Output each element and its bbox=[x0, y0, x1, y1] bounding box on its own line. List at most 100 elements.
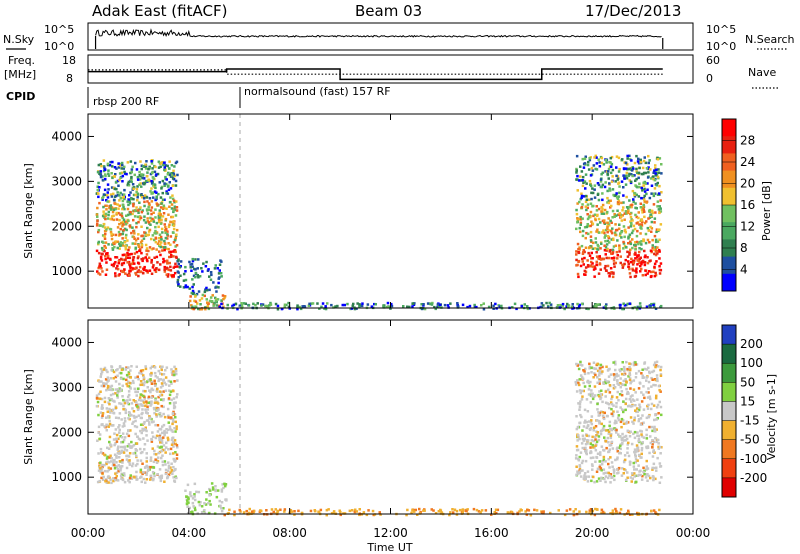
power-cell bbox=[634, 179, 637, 182]
velocity-cell bbox=[594, 444, 597, 447]
velocity-cell bbox=[617, 374, 620, 377]
power-cell bbox=[137, 220, 140, 224]
power-cell bbox=[439, 303, 442, 307]
velocity-cell bbox=[652, 462, 656, 466]
power-cell bbox=[644, 269, 647, 272]
power-cell bbox=[612, 306, 616, 309]
power-cell bbox=[97, 192, 100, 195]
power-cell bbox=[625, 212, 628, 215]
power-cell bbox=[413, 302, 416, 305]
power-cell bbox=[633, 195, 637, 198]
velocity-cell bbox=[120, 368, 124, 372]
power-cell bbox=[628, 240, 632, 243]
velocity-cell bbox=[618, 451, 621, 455]
velocity-cell bbox=[602, 428, 605, 432]
colorbar-tick: 12 bbox=[740, 220, 755, 234]
velocity-cell bbox=[658, 508, 661, 512]
velocity-cell bbox=[644, 476, 648, 479]
power-cell bbox=[575, 171, 578, 174]
velocity-cell bbox=[620, 417, 624, 421]
velocity-cell bbox=[655, 360, 659, 364]
velocity-cell bbox=[603, 436, 606, 439]
power-cell bbox=[121, 253, 125, 257]
velocity-cell bbox=[637, 473, 641, 477]
velocity-cell bbox=[494, 508, 498, 511]
power-cell bbox=[121, 216, 124, 220]
velocity-cell bbox=[158, 427, 161, 431]
power-cell bbox=[141, 259, 144, 263]
power-cell bbox=[592, 268, 596, 271]
velocity-cell bbox=[118, 371, 122, 375]
velocity-cell bbox=[655, 364, 658, 367]
power-cell bbox=[593, 184, 597, 187]
velocity-cell bbox=[587, 381, 591, 385]
velocity-cell bbox=[592, 456, 595, 459]
power-cell bbox=[650, 230, 653, 233]
velocity-cell bbox=[484, 509, 488, 512]
velocity-cell bbox=[166, 469, 170, 473]
power-cell bbox=[628, 154, 631, 158]
power-cell bbox=[618, 167, 621, 171]
velocity-cell bbox=[148, 415, 151, 418]
velocity-cell bbox=[585, 420, 588, 424]
velocity-cell bbox=[583, 476, 586, 480]
velocity-cell bbox=[568, 508, 572, 511]
velocity-cell bbox=[600, 469, 603, 472]
power-cell bbox=[148, 246, 152, 249]
colorbar-band bbox=[722, 439, 736, 460]
power-cell bbox=[107, 174, 111, 177]
velocity-cell bbox=[589, 451, 592, 455]
velocity-cell bbox=[574, 383, 578, 386]
velocity-cell bbox=[607, 450, 611, 453]
power-cell bbox=[119, 191, 122, 195]
velocity-cell bbox=[141, 450, 144, 454]
power-cell bbox=[598, 263, 602, 266]
velocity-cell bbox=[193, 495, 196, 498]
power-cell bbox=[579, 264, 583, 268]
power-cell bbox=[646, 238, 650, 242]
power-cell bbox=[618, 223, 621, 226]
velocity-cell bbox=[133, 416, 136, 419]
power-cell bbox=[194, 305, 197, 308]
velocity-cell bbox=[167, 397, 171, 400]
power-cell bbox=[583, 162, 587, 165]
power-cell bbox=[149, 190, 152, 193]
velocity-cell bbox=[626, 447, 629, 450]
velocity-cell bbox=[506, 511, 510, 514]
power-cell bbox=[638, 250, 641, 254]
power-cell bbox=[128, 202, 132, 205]
power-cell bbox=[637, 211, 640, 214]
velocity-cell bbox=[98, 464, 101, 468]
velocity-cell bbox=[133, 425, 137, 428]
power-cell bbox=[118, 273, 121, 276]
power-cell bbox=[240, 302, 243, 305]
power-cell bbox=[597, 207, 601, 211]
power-cell bbox=[634, 257, 637, 260]
power-cell bbox=[145, 160, 148, 163]
power-cell bbox=[617, 170, 621, 173]
velocity-cell bbox=[651, 455, 655, 458]
velocity-cell bbox=[112, 477, 115, 480]
power-cell bbox=[619, 303, 622, 307]
velocity-cell bbox=[166, 436, 170, 440]
velocity-cell bbox=[612, 471, 616, 474]
power-cell bbox=[174, 245, 177, 248]
colorbar-tick: -50 bbox=[740, 433, 760, 447]
velocity-cell bbox=[219, 504, 222, 508]
velocity-cell bbox=[163, 433, 166, 437]
power-cell bbox=[163, 161, 166, 164]
power-cell bbox=[114, 274, 117, 278]
power-cell bbox=[191, 259, 195, 263]
power-cell bbox=[631, 269, 635, 272]
velocity-cell bbox=[136, 408, 140, 411]
velocity-cell bbox=[114, 416, 118, 419]
power-cell bbox=[636, 185, 639, 189]
power-cell bbox=[153, 231, 156, 235]
velocity-cell bbox=[575, 427, 579, 431]
power-cell bbox=[632, 167, 635, 170]
power-cell bbox=[616, 254, 619, 257]
velocity-cell bbox=[574, 508, 577, 511]
velocity-cell bbox=[581, 377, 585, 380]
power-cell bbox=[214, 286, 217, 289]
power-cell bbox=[637, 254, 640, 257]
